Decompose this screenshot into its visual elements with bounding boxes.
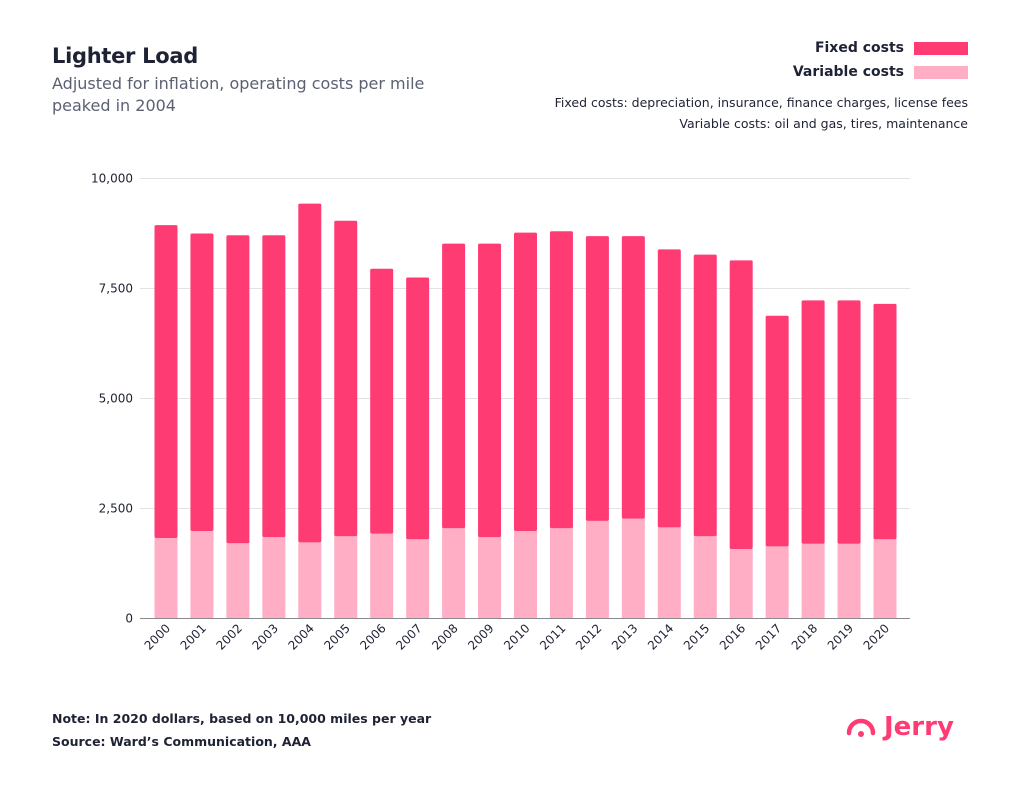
x-tick-label: 2001 [178,621,209,652]
bar-fixed-2010 [514,232,537,531]
source: Source: Ward’s Communication, AAA [52,734,311,749]
bar-variable-2014 [657,527,681,619]
y-tick-label: 5,000 [99,392,133,406]
bar-fixed-2001 [190,233,214,531]
x-tick-label: 2010 [501,621,532,652]
bar-variable-2019 [837,543,861,619]
bar-variable-2005 [334,536,358,619]
x-tick-label: 2008 [429,621,460,652]
x-tick-label: 2007 [393,621,424,652]
bar-variable-2011 [549,528,573,619]
bar-fixed-2007 [406,277,430,540]
bar-variable-2012 [585,520,609,619]
bar-variable-2002 [226,543,250,619]
bar-fixed-2006 [370,268,394,534]
chart-title: Lighter Load [52,44,198,68]
bar-fixed-2009 [478,243,502,538]
jerry-logo: Jerry [846,712,954,742]
x-tick-label: 2018 [789,621,820,652]
bar-fixed-2019 [837,300,861,544]
bar-variable-2013 [621,518,645,619]
bar-fixed-2014 [657,249,681,528]
bar-fixed-2011 [549,231,573,529]
x-tick-label: 2013 [609,621,640,652]
x-tick-label: 2012 [573,621,604,652]
x-tick-label: 2002 [214,621,245,652]
bar-variable-2018 [801,543,825,619]
bar-fixed-2018 [801,300,825,544]
bar-variable-2003 [262,537,286,619]
bar-fixed-2016 [729,260,753,549]
legend-fixed-swatch [914,41,968,55]
x-tick-label: 2016 [717,621,748,652]
x-tick-label: 2015 [681,621,712,652]
bar-variable-2008 [442,528,466,619]
legend-variable-swatch [914,65,968,79]
fixed-costs-definition: Fixed costs: depreciation, insurance, fi… [554,95,968,110]
x-tick-label: 2017 [753,621,784,652]
bar-fixed-2013 [621,236,645,519]
bar-variable-2015 [693,536,717,619]
x-tick-label: 2004 [285,621,316,652]
chart-subtitle: Adjusted for inflation, operating costs … [52,74,425,115]
bar-variable-2016 [729,548,753,619]
bar-variable-2001 [190,530,214,619]
bar-fixed-2020 [873,303,897,540]
bar-variable-2004 [298,542,322,619]
bar-fixed-2005 [334,220,358,537]
bar-variable-2009 [478,537,502,619]
footnote: Note: In 2020 dollars, based on 10,000 m… [52,711,432,726]
legend-fixed-label: Fixed costs [814,40,904,56]
bar-fixed-2000 [154,225,178,538]
legend-variable-label: Variable costs [792,64,904,80]
legend-fixed: Fixed costs [815,40,968,56]
x-tick-label: 2020 [861,621,892,652]
bar-fixed-2004 [298,203,322,543]
x-tick-label: 2006 [357,621,388,652]
y-tick-label: 7,500 [99,282,133,296]
y-tick-label: 0 [125,612,133,626]
bar-fixed-2015 [693,254,717,537]
bar-fixed-2002 [226,235,250,544]
bar-variable-2017 [765,546,789,619]
bar-fixed-2008 [442,243,466,529]
x-tick-label: 2019 [825,621,856,652]
y-tick-label: 2,500 [99,502,133,516]
jerry-logo-icon [846,718,876,737]
bar-fixed-2003 [262,235,286,538]
x-tick-label: 2011 [537,621,568,652]
y-tick-label: 10,000 [91,172,133,186]
x-tick-label: 2003 [249,621,280,652]
x-tick-label: 2005 [321,621,352,652]
x-tick-label: 2009 [465,621,496,652]
bar-variable-2020 [873,539,897,619]
bar-variable-2006 [370,533,394,619]
x-tick-label: 2000 [142,621,173,652]
bar-fixed-2012 [585,236,609,521]
bar-variable-2010 [514,530,537,619]
bar-fixed-2017 [765,315,789,547]
variable-costs-definition: Variable costs: oil and gas, tires, main… [679,116,968,131]
legend-variable: Variable costs [793,64,968,80]
jerry-logo-text: Jerry [884,712,954,742]
bar-variable-2000 [154,537,178,619]
bar-variable-2007 [406,539,430,619]
x-tick-label: 2014 [645,621,676,652]
